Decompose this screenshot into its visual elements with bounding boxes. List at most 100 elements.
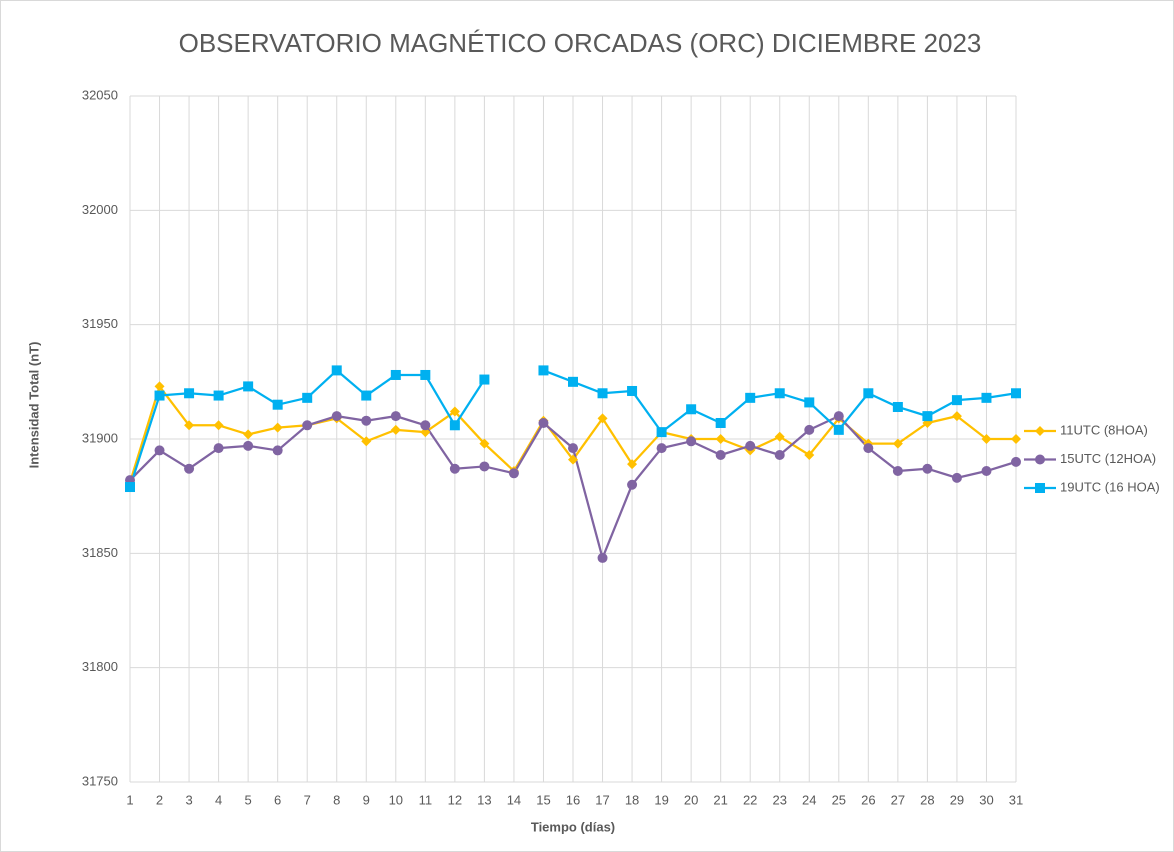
marker (804, 450, 815, 461)
legend-label: 19UTC (16 HOA) (1060, 479, 1160, 494)
marker (863, 443, 874, 454)
x-tick-label: 20 (684, 792, 698, 807)
marker (715, 417, 726, 428)
marker (272, 399, 283, 410)
marker (361, 390, 372, 401)
marker (449, 406, 460, 417)
marker (272, 445, 283, 456)
x-tick-label: 28 (920, 792, 934, 807)
x-tick-label: 16 (566, 792, 580, 807)
x-tick-label: 4 (215, 792, 222, 807)
marker (420, 369, 431, 380)
y-tick-label: 31850 (82, 545, 118, 560)
x-tick-label: 23 (772, 792, 786, 807)
marker (331, 365, 342, 376)
marker (1035, 483, 1045, 493)
marker (184, 463, 195, 474)
x-tick-label: 19 (654, 792, 668, 807)
marker (479, 461, 490, 472)
x-tick-label: 15 (536, 792, 550, 807)
marker (951, 411, 962, 422)
marker (361, 415, 372, 426)
x-tick-label: 3 (185, 792, 192, 807)
x-tick-label: 11 (419, 792, 433, 807)
marker (627, 479, 638, 490)
x-tick-label: 24 (802, 792, 816, 807)
legend-label: 15UTC (12HOA) (1060, 451, 1156, 466)
x-tick-label: 1 (126, 792, 133, 807)
marker (981, 466, 992, 477)
marker (449, 420, 460, 431)
x-tick-label: 25 (832, 792, 846, 807)
marker (804, 424, 815, 435)
marker (656, 443, 667, 454)
marker (892, 466, 903, 477)
marker (715, 434, 726, 444)
marker (863, 388, 874, 399)
marker (627, 385, 638, 396)
marker (892, 401, 903, 412)
x-tick-label: 31 (1009, 792, 1023, 807)
marker (804, 397, 815, 408)
marker (390, 424, 401, 435)
marker (390, 369, 401, 380)
marker (1035, 454, 1045, 465)
marker (774, 431, 785, 442)
x-tick-label: 14 (507, 792, 521, 807)
marker (213, 420, 224, 431)
marker (892, 438, 903, 449)
marker (1035, 426, 1045, 436)
marker (272, 422, 283, 433)
marker (981, 434, 992, 444)
marker (154, 445, 165, 456)
marker (125, 482, 135, 493)
marker (479, 374, 490, 385)
marker (1011, 388, 1021, 399)
marker (538, 365, 549, 376)
x-tick-label: 12 (448, 792, 462, 807)
marker (745, 392, 756, 403)
marker (243, 381, 254, 392)
marker (715, 450, 726, 461)
marker (686, 436, 697, 447)
x-tick-label: 17 (595, 792, 609, 807)
marker (922, 463, 933, 474)
marker (420, 420, 431, 431)
x-tick-label: 22 (743, 792, 757, 807)
x-tick-label: 8 (333, 792, 340, 807)
x-tick-label: 21 (713, 792, 727, 807)
x-tick-label: 5 (245, 792, 252, 807)
chart-title: OBSERVATORIO MAGNÉTICO ORCADAS (ORC) DIC… (179, 28, 982, 58)
marker (568, 454, 578, 465)
marker (1011, 456, 1021, 467)
marker (213, 390, 224, 401)
marker (951, 472, 962, 483)
marker (302, 420, 313, 431)
marker (154, 381, 165, 392)
marker (833, 411, 844, 422)
marker (479, 438, 490, 449)
marker (951, 395, 962, 406)
marker (302, 392, 313, 403)
marker (243, 429, 254, 440)
legend-label: 11UTC (8HOA) (1060, 422, 1148, 437)
marker (568, 443, 578, 454)
marker (243, 440, 254, 451)
x-axis-label: Tiempo (días) (531, 819, 615, 834)
y-tick-label: 32000 (82, 202, 118, 217)
marker (390, 411, 401, 422)
marker (656, 427, 667, 438)
x-tick-label: 7 (304, 792, 311, 807)
marker (184, 420, 195, 431)
marker (1011, 434, 1021, 444)
y-tick-label: 31950 (82, 316, 118, 331)
x-tick-label: 6 (274, 792, 281, 807)
marker (981, 392, 992, 403)
marker (420, 427, 431, 438)
marker (922, 411, 933, 422)
marker (508, 468, 519, 479)
x-tick-label: 10 (389, 792, 403, 807)
marker (361, 436, 372, 447)
